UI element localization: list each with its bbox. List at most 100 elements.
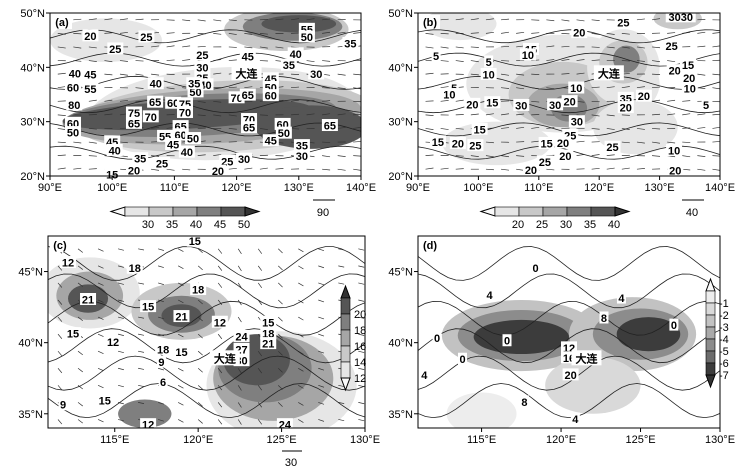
wind-arrow bbox=[322, 60, 331, 62]
contour-label-bg bbox=[219, 154, 236, 167]
wind-arrow bbox=[636, 167, 645, 170]
colorbar-label: 40 bbox=[190, 219, 202, 231]
contour-label-bg bbox=[125, 116, 142, 129]
contour-line bbox=[50, 122, 361, 137]
wind-arrow bbox=[546, 19, 555, 22]
wind-arrow bbox=[697, 73, 706, 76]
city-label-bg bbox=[593, 65, 624, 81]
contour-label: 65 bbox=[242, 90, 254, 102]
wind-arrow bbox=[182, 45, 191, 48]
wind-arrow bbox=[546, 87, 555, 90]
wind-arrow bbox=[322, 141, 331, 143]
contour-lines bbox=[48, 246, 365, 419]
wind-arrow bbox=[682, 127, 691, 129]
wind-arrow bbox=[158, 265, 164, 268]
colorbar-label: 30 bbox=[142, 219, 154, 231]
wind-arrow bbox=[138, 350, 145, 353]
wind-arrow bbox=[88, 99, 97, 102]
contour-line bbox=[418, 328, 720, 364]
wind-arrow bbox=[516, 87, 525, 90]
wind-arrow bbox=[77, 402, 83, 407]
wind-arrow bbox=[177, 419, 184, 423]
wind-arrow bbox=[636, 60, 645, 62]
wind-arrow bbox=[455, 46, 464, 49]
y-tick-label: 30°N bbox=[388, 117, 413, 129]
wind-arrow bbox=[117, 265, 124, 268]
wind-arrow bbox=[337, 168, 346, 171]
contour-label-bg bbox=[679, 58, 696, 71]
contour-label-bg bbox=[485, 288, 495, 301]
wind-arrow bbox=[77, 282, 83, 287]
contour-label: 70 bbox=[179, 107, 191, 119]
wind-arrow bbox=[338, 402, 345, 404]
wind-arrow bbox=[177, 402, 184, 406]
contour-label: 18 bbox=[129, 263, 141, 275]
contour-label-bg bbox=[194, 48, 211, 61]
wind-arrow bbox=[88, 46, 97, 49]
contour-label-bg bbox=[186, 234, 203, 247]
contour-label-bg bbox=[522, 163, 539, 176]
wind-arrow bbox=[158, 299, 164, 303]
colorbar-segment bbox=[590, 206, 616, 217]
contour-label-bg bbox=[287, 47, 304, 60]
wind-arrow bbox=[237, 316, 242, 323]
wind-arrow bbox=[104, 73, 113, 76]
x-tick-label: 90°E bbox=[38, 182, 62, 194]
contour-label-bg bbox=[186, 77, 203, 90]
wind-arrow bbox=[275, 167, 284, 170]
wind-arrow bbox=[277, 316, 283, 322]
plot-frame bbox=[49, 12, 362, 177]
wind-arrow bbox=[358, 419, 365, 422]
wind-arrow bbox=[591, 59, 600, 61]
wind-arrow bbox=[138, 248, 145, 251]
wind-arrow bbox=[425, 128, 434, 130]
wind-arrow bbox=[257, 385, 263, 391]
wind-arrow bbox=[138, 333, 145, 336]
wind-arrow bbox=[57, 86, 66, 89]
contour-label: 25 bbox=[469, 141, 481, 153]
wind-arrow bbox=[306, 18, 315, 21]
contour-label: 20 bbox=[573, 28, 585, 40]
contour-label-bg bbox=[156, 355, 166, 368]
wind-arrow bbox=[546, 127, 555, 129]
wind-arrow bbox=[338, 265, 345, 268]
wind-arrow bbox=[104, 32, 113, 34]
wind-arrow bbox=[298, 367, 304, 372]
contour-label-bg bbox=[571, 26, 588, 39]
wind-arrow bbox=[501, 18, 510, 21]
contour-label: 80 bbox=[68, 100, 80, 112]
wind-arrow bbox=[158, 282, 164, 285]
wind-arrow bbox=[57, 114, 66, 116]
contour-line bbox=[48, 246, 365, 281]
wind-arrow bbox=[667, 32, 676, 34]
wind-arrow bbox=[440, 167, 449, 170]
wind-arrow bbox=[73, 167, 82, 170]
contour-label-bg bbox=[293, 139, 310, 152]
contour-label-bg bbox=[126, 261, 143, 274]
y-tick-label: 40°N bbox=[388, 62, 413, 74]
contour-label: 50 bbox=[187, 134, 199, 146]
wind-arrow bbox=[138, 282, 145, 285]
contour-label-bg bbox=[65, 80, 82, 93]
wind-arrow bbox=[576, 154, 585, 156]
wind-arrow bbox=[277, 350, 283, 356]
wind-arrow bbox=[182, 59, 191, 61]
colorbar-label: 35 bbox=[584, 219, 596, 231]
contour-label: 20 bbox=[563, 97, 575, 109]
wind-arrow bbox=[217, 248, 223, 254]
contour-label-bg bbox=[176, 105, 193, 118]
shade-region bbox=[593, 99, 678, 155]
panel-a: 2025252530354045605580605045403520152575… bbox=[20, 8, 376, 231]
contour-label: 9 bbox=[60, 400, 66, 412]
wind-arrow bbox=[57, 167, 66, 170]
wind-arrow bbox=[561, 114, 570, 116]
contour-label-bg bbox=[82, 67, 99, 80]
wind-arrow bbox=[277, 402, 283, 407]
wind-arrow bbox=[621, 167, 630, 170]
wind-arrow bbox=[338, 419, 345, 422]
contour-label: 20 bbox=[638, 91, 650, 103]
wind-arrow bbox=[561, 73, 570, 75]
wind-arrow bbox=[697, 31, 706, 34]
wind-arrow bbox=[561, 59, 570, 61]
wind-arrow bbox=[338, 282, 345, 285]
